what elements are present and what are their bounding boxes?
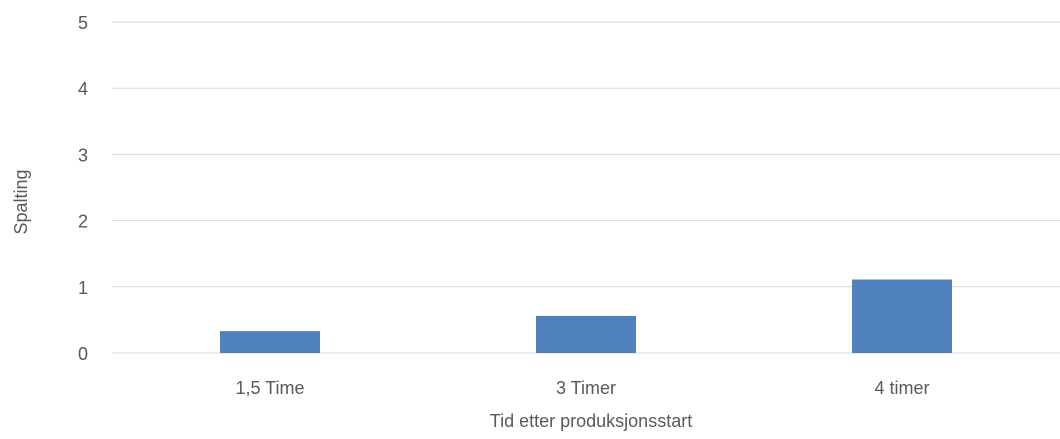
y-tick-label: 5	[78, 13, 88, 33]
bar	[536, 315, 636, 353]
y-tick-label: 1	[78, 278, 88, 298]
bar	[852, 279, 952, 353]
y-tick-label: 0	[78, 344, 88, 364]
y-tick-label: 3	[78, 145, 88, 165]
x-tick-label: 3 Timer	[556, 378, 616, 398]
x-axis-title: Tid etter produksjonsstart	[490, 411, 692, 431]
x-tick-labels: 1,5 Time 3 Timer 4 timer	[235, 378, 929, 398]
x-tick-label: 1,5 Time	[235, 378, 304, 398]
bar	[220, 331, 320, 353]
y-tick-label: 2	[78, 212, 88, 232]
y-axis-title: Spalting	[11, 169, 31, 234]
y-tick-label: 4	[78, 79, 88, 99]
x-tick-label: 4 timer	[874, 378, 929, 398]
y-tick-labels: 0 1 2 3 4 5	[78, 13, 88, 364]
bars	[220, 279, 952, 353]
